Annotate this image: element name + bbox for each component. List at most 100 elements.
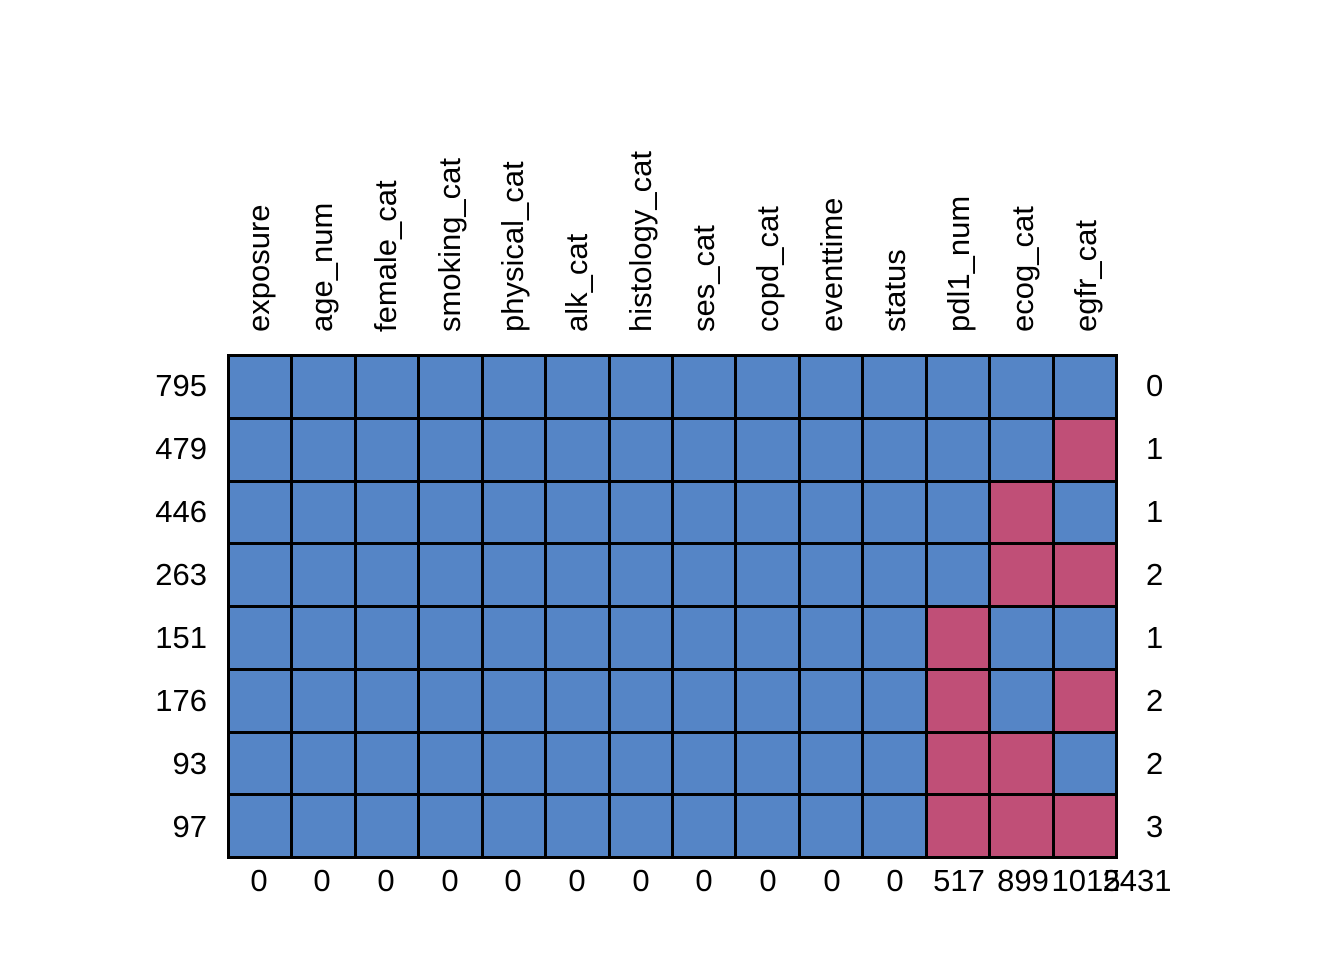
- col-missing-label: 0: [313, 863, 331, 898]
- observed-cell: [547, 545, 608, 605]
- observed-cell: [737, 670, 798, 731]
- observed-cell: [356, 796, 418, 856]
- observed-cell: [800, 545, 862, 605]
- observed-cell: [610, 482, 671, 543]
- missing-cell: [1054, 545, 1115, 605]
- observed-cell: [230, 482, 291, 543]
- row-missing-label: 0: [1146, 368, 1164, 403]
- row-missing-label: 2: [1146, 683, 1164, 718]
- total-missing-label: 2431: [1102, 863, 1172, 898]
- col-missing-label: 0: [823, 863, 841, 898]
- column-label: female_cat: [368, 180, 404, 332]
- row-missing-label: 2: [1146, 557, 1164, 592]
- col-missing-label: 0: [759, 863, 777, 898]
- observed-cell: [800, 482, 862, 543]
- observed-cell: [356, 482, 418, 543]
- observed-cell: [420, 670, 481, 731]
- observed-cell: [800, 419, 862, 480]
- observed-cell: [293, 482, 354, 543]
- observed-cell: [991, 608, 1052, 668]
- observed-cell: [864, 796, 925, 856]
- missing-cell: [927, 796, 989, 856]
- missing-cell: [991, 796, 1052, 856]
- observed-cell: [673, 733, 735, 794]
- observed-cell: [737, 796, 798, 856]
- observed-cell: [293, 545, 354, 605]
- row-missing-label: 3: [1146, 809, 1164, 844]
- row-missing-label: 1: [1146, 620, 1164, 655]
- col-missing-label: 899: [997, 863, 1049, 898]
- observed-cell: [547, 670, 608, 731]
- observed-cell: [610, 670, 671, 731]
- observed-cell: [673, 796, 735, 856]
- missing-cell: [1054, 670, 1115, 731]
- col-missing-label: 0: [695, 863, 713, 898]
- missing-cell: [927, 608, 989, 668]
- column-label: histology_cat: [622, 151, 658, 332]
- observed-cell: [483, 419, 545, 480]
- column-label: status: [877, 249, 913, 332]
- col-missing-label: 0: [632, 863, 650, 898]
- missing-cell: [991, 733, 1052, 794]
- observed-cell: [293, 357, 354, 417]
- observed-cell: [737, 482, 798, 543]
- row-count-label: 151: [155, 620, 207, 655]
- observed-cell: [864, 482, 925, 543]
- row-missing-label: 1: [1146, 431, 1164, 466]
- observed-cell: [293, 419, 354, 480]
- observed-cell: [610, 545, 671, 605]
- row-count-label: 97: [172, 809, 207, 844]
- missing-cell: [991, 482, 1052, 543]
- observed-cell: [356, 670, 418, 731]
- observed-cell: [420, 796, 481, 856]
- observed-cell: [610, 357, 671, 417]
- observed-cell: [610, 796, 671, 856]
- observed-cell: [864, 545, 925, 605]
- observed-cell: [230, 608, 291, 668]
- column-label: smoking_cat: [431, 157, 467, 332]
- observed-cell: [864, 419, 925, 480]
- observed-cell: [1054, 608, 1115, 668]
- observed-cell: [1054, 482, 1115, 543]
- observed-cell: [483, 608, 545, 668]
- observed-cell: [991, 357, 1052, 417]
- observed-cell: [737, 419, 798, 480]
- observed-cell: [673, 357, 735, 417]
- observed-cell: [356, 419, 418, 480]
- observed-cell: [547, 357, 608, 417]
- observed-cell: [293, 796, 354, 856]
- missing-cell: [991, 545, 1052, 605]
- observed-cell: [420, 545, 481, 605]
- column-label: alk_cat: [559, 233, 595, 332]
- column-label: exposure: [240, 204, 276, 332]
- column-label: ecog_cat: [1004, 206, 1040, 332]
- observed-cell: [293, 733, 354, 794]
- observed-cell: [230, 796, 291, 856]
- row-count-label: 93: [172, 746, 207, 781]
- observed-cell: [230, 419, 291, 480]
- observed-cell: [230, 545, 291, 605]
- observed-cell: [547, 733, 608, 794]
- observed-cell: [420, 357, 481, 417]
- column-label: pdl1_num: [940, 195, 976, 332]
- observed-cell: [991, 419, 1052, 480]
- row-count-label: 176: [155, 683, 207, 718]
- observed-cell: [483, 733, 545, 794]
- observed-cell: [610, 733, 671, 794]
- col-missing-label: 1015: [1051, 863, 1121, 898]
- observed-cell: [1054, 357, 1115, 417]
- observed-cell: [483, 482, 545, 543]
- observed-cell: [356, 608, 418, 668]
- observed-cell: [230, 733, 291, 794]
- observed-cell: [420, 482, 481, 543]
- observed-cell: [547, 796, 608, 856]
- observed-cell: [673, 608, 735, 668]
- column-label: ses_cat: [686, 225, 722, 332]
- observed-cell: [547, 482, 608, 543]
- observed-cell: [864, 608, 925, 668]
- observed-cell: [737, 608, 798, 668]
- observed-cell: [673, 419, 735, 480]
- observed-cell: [864, 670, 925, 731]
- observed-cell: [420, 419, 481, 480]
- row-count-label: 479: [155, 431, 207, 466]
